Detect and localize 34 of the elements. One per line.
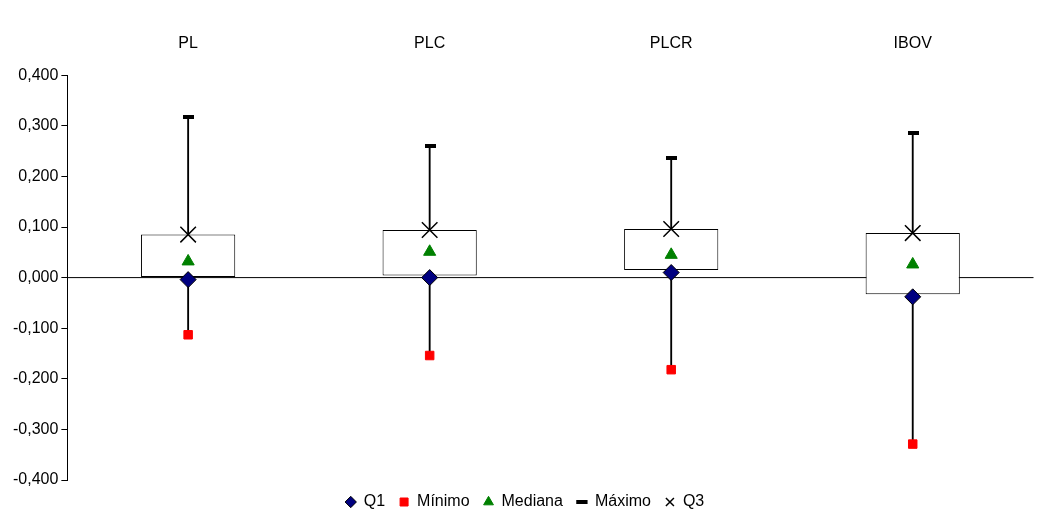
y-tick-label: -0,300: [12, 419, 59, 437]
legend-label: Máximo: [594, 492, 652, 510]
point: [907, 439, 918, 449]
point: [424, 350, 435, 361]
point: [179, 226, 197, 244]
point: [423, 244, 437, 256]
point: [179, 271, 197, 289]
y-tick-label: -0,100: [12, 318, 59, 336]
y-tick-label: 0,200: [18, 166, 59, 184]
legend-label: Mediana: [501, 492, 564, 510]
point: [181, 253, 195, 266]
point: [662, 264, 680, 282]
y-tick-label: 0,000: [18, 268, 59, 286]
y-tick-label: 0,400: [18, 65, 59, 83]
point: [421, 269, 439, 287]
point: [666, 364, 676, 375]
legend-label: Q3: [682, 492, 705, 510]
y-tick-label: 0,100: [18, 217, 59, 235]
point: [664, 247, 678, 259]
point: [906, 256, 920, 269]
x-tick-label: IBOV: [893, 34, 933, 52]
x-tick-label: PL: [178, 34, 199, 52]
legend-label: Mínimo: [417, 492, 470, 510]
x-tick-label: PLC: [414, 34, 446, 52]
point: [183, 330, 193, 340]
point: [904, 224, 922, 242]
y-tick-label: 0,300: [18, 116, 59, 134]
x-tick-label: PLCR: [649, 34, 693, 52]
y-tick-label: -0,400: [12, 470, 59, 488]
legend-label: Q1: [363, 492, 386, 510]
point: [421, 221, 439, 239]
y-tick-label: -0,200: [12, 369, 59, 387]
point: [662, 220, 680, 238]
point: [904, 288, 922, 306]
